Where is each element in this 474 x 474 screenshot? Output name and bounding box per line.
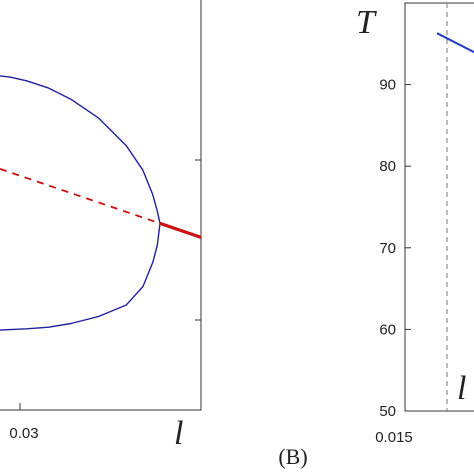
panel-b-series-0: [436, 32, 474, 54]
panel-b-ytick-label-1: 60: [379, 321, 396, 338]
panel-b-ytick-label-4: 90: [379, 77, 396, 94]
panel-a-series-1: [0, 223, 161, 331]
panel-b-yticks: 50 60 70 80 90: [379, 77, 411, 420]
panel-b-label: (B): [278, 444, 307, 469]
panel-a: 0.03 l: [0, 0, 202, 452]
panel-b-curves: [436, 32, 474, 54]
panel-a-series-0: [0, 75, 161, 224]
panel-b-ytick-label-2: 70: [379, 240, 396, 257]
panel-a-xlabel: l: [174, 415, 183, 452]
panel-b: 50 60 70 80 90 T l 0.015: [356, 2, 474, 446]
panel-a-curves: [0, 75, 202, 331]
panel-b-marker-label: l: [457, 370, 466, 407]
panel-b-frame: [404, 2, 474, 412]
panel-b-xtick-label-0: 0.015: [375, 429, 413, 446]
panel-a-xtick-label-0: 0.03: [9, 425, 38, 442]
panel-b-ytick-label-0: 50: [379, 403, 396, 420]
panel-a-series-2: [0, 168, 161, 225]
panel-b-ytick-label-3: 80: [379, 158, 396, 175]
panel-b-ylabel: T: [356, 4, 377, 41]
panel-a-series-3: [159, 221, 202, 239]
panel-a-frame: [0, 0, 202, 411]
